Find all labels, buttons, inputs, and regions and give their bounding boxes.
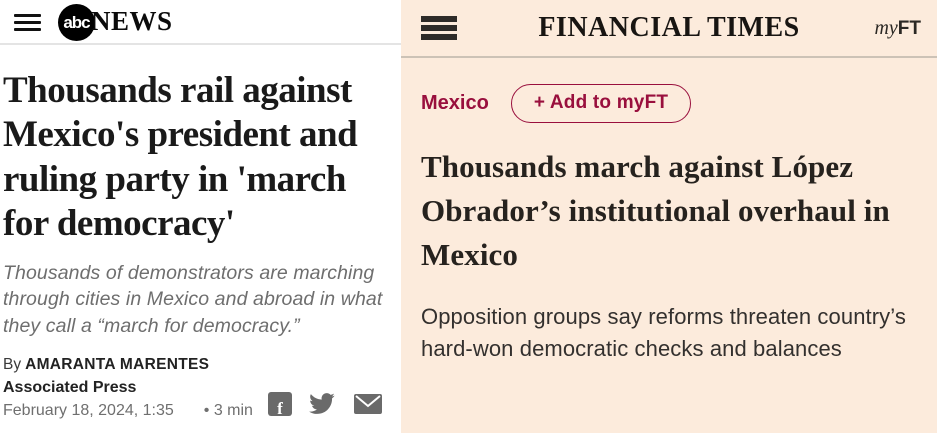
- abc-news-panel: abc NEWS Thousands rail against Mexico's…: [0, 0, 401, 433]
- dateline: February 18, 2024, 1:35 • 3 min: [3, 402, 253, 420]
- ft-article: Mexico + Add to myFT Thousands march aga…: [401, 58, 937, 365]
- byline: By AMARANTA MARENTES: [3, 356, 389, 374]
- topic-tag-row: Mexico + Add to myFT: [421, 84, 913, 123]
- ft-logo-wordmark: FINANCIAL TIMES: [538, 12, 800, 43]
- source-date-block: Associated Press February 18, 2024, 1:35…: [3, 379, 253, 420]
- article-headline: Thousands rail against Mexico's presiden…: [3, 70, 358, 245]
- source-name: Associated Press: [3, 379, 137, 397]
- read-time: • 3 min: [203, 402, 253, 420]
- ft-header: FINANCIAL TIMES myFT: [401, 0, 937, 58]
- abc-logo-circle: abc: [58, 4, 95, 41]
- topic-tag-mexico[interactable]: Mexico: [421, 92, 489, 114]
- myft-link[interactable]: myFT: [874, 17, 921, 40]
- abc-news-logo[interactable]: abc NEWS: [58, 2, 173, 41]
- email-share-icon[interactable]: [354, 394, 382, 415]
- social-share-bar: f: [268, 392, 382, 420]
- twitter-share-icon[interactable]: [309, 392, 337, 416]
- add-to-myft-button[interactable]: + Add to myFT: [510, 84, 692, 123]
- publish-date: February 18, 2024, 1:35: [3, 402, 174, 420]
- article-subtitle: Thousands of demonstrators are marching …: [3, 261, 383, 338]
- myft-ft-text: FT: [897, 17, 921, 39]
- menu-icon[interactable]: [421, 16, 457, 40]
- abc-article: Thousands rail against Mexico's presiden…: [0, 45, 401, 433]
- menu-icon[interactable]: [14, 14, 41, 31]
- facebook-share-icon[interactable]: f: [268, 392, 292, 417]
- abc-header: abc NEWS: [0, 0, 401, 45]
- article-headline: Thousands march against López Obrador’s …: [421, 149, 890, 273]
- myft-my-text: my: [874, 16, 898, 39]
- abc-logo-wordmark: NEWS: [91, 6, 173, 36]
- article-standfirst: Opposition groups say reforms threaten c…: [421, 304, 906, 361]
- financial-times-panel: FINANCIAL TIMES myFT Mexico + Add to myF…: [401, 0, 937, 433]
- byline-prefix: By: [3, 356, 22, 374]
- author-name[interactable]: AMARANTA MARENTES: [25, 356, 210, 374]
- article-meta-row: Associated Press February 18, 2024, 1:35…: [3, 379, 389, 420]
